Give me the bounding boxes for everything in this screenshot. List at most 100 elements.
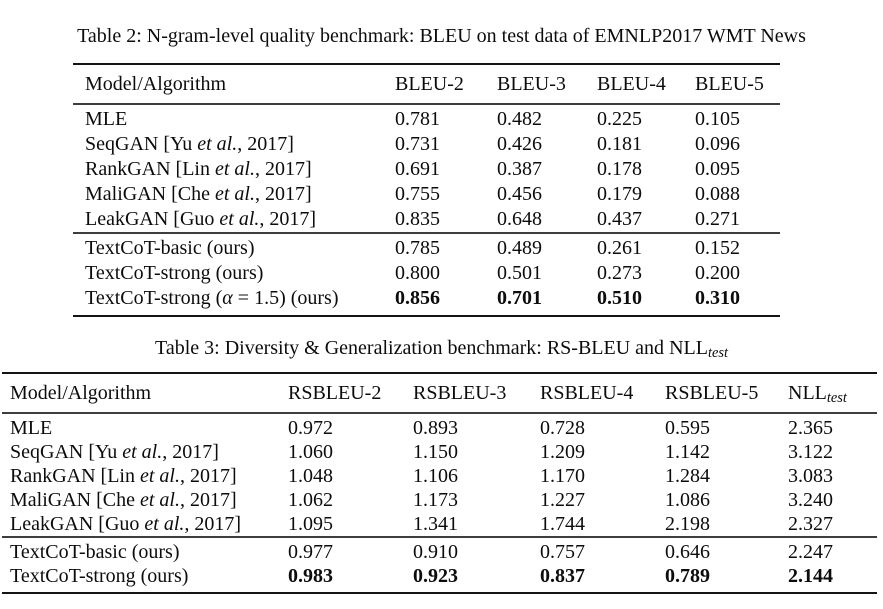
nll-label: NLL <box>669 337 708 359</box>
table3-col-rsbleu4: RSBLEU-4 <box>540 381 634 404</box>
model-cell: TextCoT-strong (ours) <box>73 261 395 286</box>
table3-col-rsbleu2: RSBLEU-2 <box>288 381 382 404</box>
value-cell: 0.273 <box>597 262 642 284</box>
nll-label: NLL <box>788 381 827 404</box>
table2-caption: Table 2: N-gram-level quality benchmark:… <box>0 24 883 48</box>
value-cell: 0.757 <box>540 536 665 564</box>
value-cell: 0.835 <box>395 208 440 230</box>
alpha-symbol: α <box>222 287 233 309</box>
table3-header-row: Model/Algorithm RSBLEU-2 RSBLEU-3 RSBLEU… <box>2 373 877 413</box>
value-cell: 0.595 <box>665 416 710 439</box>
table3-caption-text: Table 3: Diversity & Generalization benc… <box>155 337 670 359</box>
value-cell: 0.856 <box>395 287 440 309</box>
model-label-post: , 2017] <box>162 440 219 463</box>
model-label-post: , 2017] <box>184 512 242 535</box>
model-label: LeakGAN [Guo <box>85 208 220 230</box>
model-label: SeqGAN [Yu <box>10 440 123 463</box>
value-cell: 1.048 <box>288 464 333 487</box>
model-label-italic: et al. <box>214 183 255 205</box>
model-label-italic: et al. <box>139 464 180 487</box>
table2-col-bleu4: BLEU-4 <box>597 72 666 95</box>
value-cell: 0.728 <box>540 416 585 439</box>
model-label: TextCoT-strong (ours) <box>85 262 264 284</box>
table3-col-nll: NLLtest <box>788 373 877 413</box>
model-cell: TextCoT-strong (ours) <box>2 564 288 593</box>
value-cell: 0.178 <box>597 158 642 180</box>
model-label-post: , 2017] <box>179 464 237 487</box>
table3: Model/Algorithm RSBLEU-2 RSBLEU-3 RSBLEU… <box>2 372 877 594</box>
value-cell: 0.785 <box>395 232 497 261</box>
model-cell: RankGAN [Lin et al., 2017] <box>73 157 395 182</box>
table-row-maligan: MaliGAN [Che et al., 2017] 0.755 0.456 0… <box>73 182 780 207</box>
model-label-post: = 1.5) (ours) <box>232 287 339 309</box>
model-label: LeakGAN [Guo <box>10 512 145 535</box>
value-cell: 1.062 <box>288 488 333 511</box>
value-cell: 1.227 <box>540 488 585 511</box>
value-cell: 1.284 <box>665 464 710 487</box>
table2-ours-group: TextCoT-basic (ours) 0.785 0.489 0.261 0… <box>73 232 780 316</box>
value-cell: 0.181 <box>597 133 642 155</box>
value-cell: 0.648 <box>497 208 542 230</box>
model-cell: TextCoT-strong (α = 1.5) (ours) <box>73 286 395 316</box>
value-cell: 1.173 <box>413 488 458 511</box>
model-label: MaliGAN [Che <box>10 488 140 511</box>
value-cell: 0.910 <box>413 536 540 564</box>
table3-caption: Table 3: Diversity & Generalization benc… <box>0 336 883 362</box>
value-cell: 0.893 <box>413 416 458 439</box>
table-row-seqgan: SeqGAN [Yu et al., 2017] 0.731 0.426 0.1… <box>73 132 780 157</box>
model-label: RankGAN [Lin <box>10 464 140 487</box>
table2-col-bleu5: BLEU-5 <box>695 72 764 95</box>
model-label: TextCoT-basic (ours) <box>85 237 255 259</box>
value-cell: 0.095 <box>695 158 740 180</box>
value-cell: 0.105 <box>695 108 740 130</box>
value-cell: 1.150 <box>413 440 458 463</box>
model-label-italic: et al. <box>197 133 238 155</box>
value-cell: 0.489 <box>497 232 597 261</box>
table3-ours-group: TextCoT-basic (ours) 0.977 0.910 0.757 0… <box>2 536 877 593</box>
value-cell: 2.247 <box>788 536 877 564</box>
model-cell: MaliGAN [Che et al., 2017] <box>73 182 395 207</box>
value-cell: 0.426 <box>497 133 542 155</box>
value-cell: 3.083 <box>788 464 833 487</box>
value-cell: 0.096 <box>695 133 740 155</box>
table2-baselines-group: MLE 0.781 0.482 0.225 0.105 SeqGAN [Yu e… <box>73 104 780 233</box>
table2-col-model: Model/Algorithm <box>85 72 227 95</box>
value-cell: 0.972 <box>288 416 333 439</box>
value-cell: 1.142 <box>665 440 710 463</box>
table-row-textcot-strong: TextCoT-strong (ours) 0.983 0.923 0.837 … <box>2 564 877 593</box>
model-label-italic: et al. <box>144 512 185 535</box>
value-cell: 2.365 <box>788 416 833 439</box>
table2-header-row: Model/Algorithm BLEU-2 BLEU-3 BLEU-4 BLE… <box>73 64 780 104</box>
model-label: MLE <box>10 416 53 439</box>
table2-col-bleu2: BLEU-2 <box>395 72 464 95</box>
table2-col-bleu3: BLEU-3 <box>497 72 566 95</box>
value-cell: 2.198 <box>665 512 710 535</box>
value-cell: 0.088 <box>695 183 740 205</box>
table-row-maligan: MaliGAN [Che et al., 2017] 1.062 1.173 1… <box>2 488 877 512</box>
nll-subscript: test <box>707 345 728 361</box>
value-cell: 1.106 <box>413 464 458 487</box>
table-row-mle: MLE 0.781 0.482 0.225 0.105 <box>73 104 780 132</box>
table2: Model/Algorithm BLEU-2 BLEU-3 BLEU-4 BLE… <box>73 63 780 317</box>
value-cell: 0.800 <box>395 262 440 284</box>
table-row-textcot-strong: TextCoT-strong (ours) 0.800 0.501 0.273 … <box>73 261 780 286</box>
model-label-post: , 2017] <box>254 183 312 205</box>
value-cell: 0.755 <box>395 183 440 205</box>
model-cell: MLE <box>2 413 288 440</box>
value-cell: 0.310 <box>695 287 740 309</box>
model-label-post: , 2017] <box>237 133 294 155</box>
model-cell: MLE <box>73 104 395 132</box>
model-label-italic: et al. <box>219 208 260 230</box>
value-cell: 0.781 <box>395 108 440 130</box>
value-cell: 3.122 <box>788 440 833 463</box>
table-row-mle: MLE 0.972 0.893 0.728 0.595 2.365 <box>2 413 877 440</box>
table-row-rankgan: RankGAN [Lin et al., 2017] 0.691 0.387 0… <box>73 157 780 182</box>
table2-header: Model/Algorithm BLEU-2 BLEU-3 BLEU-4 BLE… <box>73 64 780 104</box>
table-row-rankgan: RankGAN [Lin et al., 2017] 1.048 1.106 1… <box>2 464 877 488</box>
value-cell: 0.923 <box>413 564 458 587</box>
value-cell: 0.977 <box>288 536 413 564</box>
nll-subscript: test <box>826 389 847 406</box>
model-label: MaliGAN [Che <box>85 183 215 205</box>
model-label-italic: et al. <box>214 158 255 180</box>
